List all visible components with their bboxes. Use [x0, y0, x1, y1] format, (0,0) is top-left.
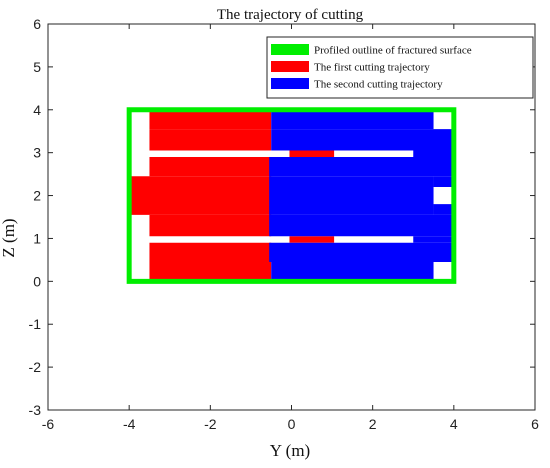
legend: Profiled outline of fractured surface The…: [266, 36, 534, 99]
legend-swatch: [271, 44, 309, 55]
y-tick-label: 2: [33, 188, 41, 204]
chart-title: The trajectory of cutting: [217, 7, 364, 23]
trajectory-block: [149, 214, 272, 237]
y-tick-label: -2: [29, 359, 42, 375]
x-tick-label: 2: [369, 416, 377, 432]
trajectory-block: [149, 129, 272, 151]
trajectory-block: [413, 150, 456, 157]
y-tick-label: 3: [33, 145, 41, 161]
x-tick-label: -4: [123, 416, 136, 432]
trajectory-block: [269, 242, 456, 263]
trajectory-block: [269, 176, 434, 215]
y-tick-label: 4: [33, 102, 41, 118]
trajectory-block: [127, 176, 272, 215]
y-axis-label: Z (m): [0, 218, 18, 257]
trajectory-block: [149, 111, 272, 130]
trajectory-block: [149, 262, 272, 280]
outline-polygon: [126, 107, 457, 284]
trajectory-block: [271, 129, 456, 151]
trajectory-block: [149, 156, 272, 177]
y-tick-label: 1: [33, 230, 41, 246]
trajectory-block: [271, 262, 434, 280]
trajectory-block: [413, 236, 456, 243]
legend-entry-label: Profiled outline of fractured surface: [314, 45, 472, 57]
trajectory-block: [433, 204, 452, 215]
legend-swatch: [271, 78, 309, 89]
trajectory-block: [271, 111, 434, 130]
trajectory-block: [269, 156, 452, 177]
trajectory-block: [289, 236, 335, 243]
trajectory-block: [269, 214, 452, 237]
legend-entry-label: The first cutting trajectory: [314, 62, 430, 74]
x-tick-label: 0: [288, 416, 296, 432]
x-axis-label: Y (m): [270, 441, 310, 460]
trajectory-block: [433, 176, 452, 187]
axes: -6 -4 -2 0 2 4 6 -3 -2 -1 0 1 2 3 4 5 6: [29, 16, 540, 432]
y-tick-label: 5: [33, 59, 41, 75]
x-tick-label: -2: [204, 416, 217, 432]
trajectory-block: [289, 150, 335, 157]
trajectory-block: [149, 242, 272, 263]
y-tick-label: -3: [29, 402, 42, 418]
plot-area: [126, 107, 457, 284]
legend-entry-label: The second cutting trajectory: [314, 79, 443, 91]
y-tick-label: 6: [33, 16, 41, 32]
legend-swatch: [271, 61, 309, 72]
legend-box: [266, 36, 534, 99]
y-tick-label: 0: [33, 273, 41, 289]
x-tick-label: 6: [531, 416, 539, 432]
x-tick-label: -6: [42, 416, 55, 432]
x-tick-label: 4: [450, 416, 458, 432]
y-tick-label: -1: [29, 316, 42, 332]
